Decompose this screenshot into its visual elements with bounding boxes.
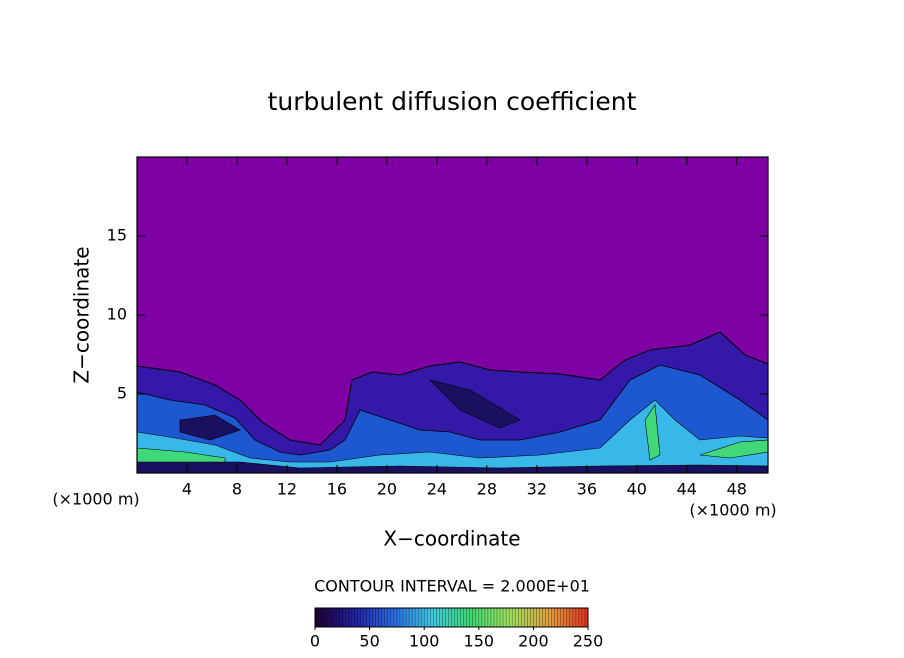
colorbar-tick-label: 200 <box>518 632 549 651</box>
contour-interval: CONTOUR INTERVAL = 2.000E+01 <box>314 577 590 596</box>
field-layer <box>136 399 769 474</box>
x-unit-label: (×1000 m) <box>52 490 139 509</box>
x-axis-label: X−coordinate <box>383 527 520 551</box>
x-tick-label: 20 <box>377 480 397 499</box>
y-tick-label: 10 <box>107 305 127 324</box>
x-tick-label: 8 <box>232 480 242 499</box>
x-tick-label: 32 <box>527 480 547 499</box>
colorbar-tick-label: 250 <box>573 632 604 651</box>
x-tick-label: 40 <box>627 480 647 499</box>
x-tick-label: 48 <box>727 480 747 499</box>
x-unit-label: (×1000 m) <box>689 501 776 520</box>
colorbar-tick-label: 100 <box>409 632 440 651</box>
y-axis-label: Z−coordinate <box>70 246 94 383</box>
x-tick-label: 44 <box>677 480 697 499</box>
y-tick-label: 5 <box>117 384 127 403</box>
field <box>136 157 769 474</box>
y-tick-label: 15 <box>107 226 127 245</box>
chart-title: turbulent diffusion coefficient <box>268 87 637 116</box>
x-tick-label: 28 <box>477 480 497 499</box>
colorbar-tick-label: 0 <box>310 632 320 651</box>
x-tick-label: 16 <box>327 480 347 499</box>
x-tick-label: 36 <box>577 480 597 499</box>
colorbar-tick-label: 150 <box>464 632 495 651</box>
x-tick-label: 24 <box>427 480 447 499</box>
x-tick-label: 12 <box>277 480 297 499</box>
x-tick-label: 4 <box>182 480 192 499</box>
colorbar-tick-label: 50 <box>359 632 379 651</box>
